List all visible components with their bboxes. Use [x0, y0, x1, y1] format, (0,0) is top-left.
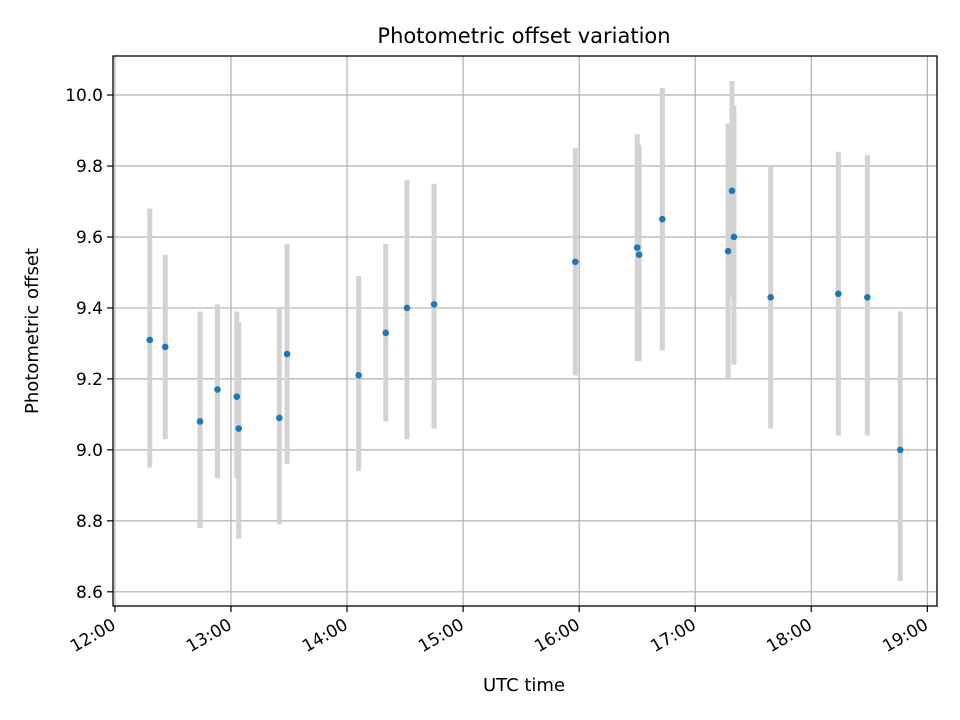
x-tick-label: 15:00 [415, 615, 467, 657]
data-point [728, 187, 736, 195]
y-axis: 8.6 8.8 9.0 9.2 9.4 9.6 9.8 10.0 [65, 86, 113, 603]
x-tick-label: 13:00 [183, 615, 235, 657]
data-point [724, 247, 732, 255]
chart-title: Photometric offset variation [377, 24, 670, 48]
data-point [382, 329, 390, 337]
data-point [767, 293, 774, 301]
y-tick-label: 8.8 [76, 512, 103, 532]
x-tick-label: 12:00 [67, 615, 119, 657]
data-point [146, 336, 154, 344]
data-point [635, 251, 643, 259]
data-point [430, 301, 438, 308]
x-tick-label: 17:00 [647, 615, 699, 657]
x-tick-label: 19:00 [879, 615, 931, 657]
y-tick-label: 9.2 [76, 370, 103, 390]
y-axis-label: Photometric offset [22, 248, 43, 414]
y-tick-label: 9.0 [76, 441, 103, 461]
data-point [233, 393, 241, 400]
x-tick-label: 16:00 [531, 615, 583, 657]
data-point [283, 350, 291, 358]
grid [113, 56, 937, 606]
data-point [161, 343, 169, 351]
data-point [896, 446, 904, 454]
y-tick-label: 8.6 [76, 583, 103, 603]
x-axis-label: UTC time [483, 675, 565, 696]
data-point [196, 418, 204, 425]
error-bars [147, 80, 903, 582]
y-tick-label: 9.4 [76, 299, 103, 319]
data-point [355, 372, 362, 379]
data-point [864, 293, 871, 301]
y-tick-label: 9.6 [76, 228, 103, 248]
data-point [214, 386, 221, 393]
data-point [571, 258, 579, 266]
x-tick-label: 18:00 [763, 615, 815, 657]
data-point [835, 290, 842, 298]
y-tick-label: 9.8 [76, 157, 103, 177]
y-tick-label: 10.0 [65, 86, 103, 106]
data-point [659, 215, 666, 223]
plot-frame [112, 55, 938, 607]
data-point [403, 304, 411, 312]
x-tick-label: 14:00 [299, 615, 351, 657]
x-axis: 12:00 13:00 14:00 15:00 16:00 17:00 18:00 19:00 [67, 606, 932, 657]
data-point [730, 233, 738, 241]
data-point [633, 244, 641, 251]
data-point [235, 425, 243, 432]
data-points [146, 187, 904, 454]
data-point [276, 414, 283, 422]
